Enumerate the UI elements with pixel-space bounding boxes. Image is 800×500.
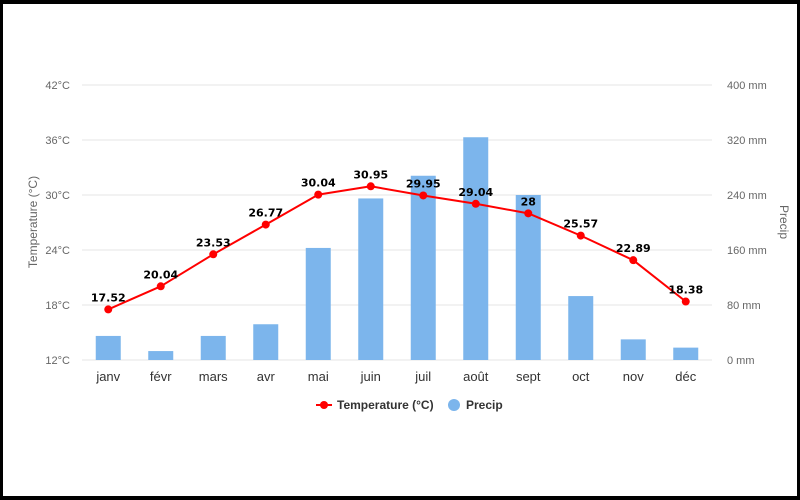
precip-bar — [568, 296, 594, 360]
precip-bar — [200, 335, 226, 360]
x-axis-label: mai — [308, 369, 329, 384]
left-tick-label: 30°C — [45, 190, 70, 202]
temperature-data-label: 29.04 — [458, 186, 493, 199]
temperature-data-label: 28 — [521, 195, 536, 208]
precip-bar — [95, 335, 121, 360]
precip-bar — [358, 198, 384, 360]
legend-item-temperature[interactable]: Temperature (°C) — [316, 398, 434, 412]
legend-temperature-marker-icon — [320, 401, 328, 409]
x-axis-label: juin — [360, 369, 381, 384]
right-tick-label: 80 mm — [727, 300, 761, 312]
gridlines — [82, 84, 712, 361]
right-tick-label: 160 mm — [727, 245, 767, 257]
x-axis-label: oct — [572, 369, 590, 384]
temperature-line — [107, 185, 687, 311]
left-axis-title: Temperature (°C) — [26, 176, 40, 268]
right-axis-title: Precip — [777, 205, 791, 239]
legend-item-precip[interactable]: Precip — [448, 398, 503, 412]
precip-bar — [410, 175, 436, 360]
temperature-point — [524, 209, 533, 218]
x-axis-label: juil — [414, 369, 431, 384]
temperature-point — [576, 231, 585, 240]
right-axis-ticks: 0 mm 80 mm 160 mm 240 mm 320 mm 400 mm — [727, 80, 767, 367]
x-axis-labels: janv févr mars avr mai juin juil août sept oct nov… — [95, 369, 696, 384]
temperature-data-label: 17.52 — [91, 291, 126, 304]
x-axis-label: janv — [95, 369, 120, 384]
temperature-point — [471, 199, 480, 208]
temperature-point — [261, 220, 270, 229]
left-axis-ticks: 12°C 18°C 24°C 30°C 36°C 42°C — [45, 80, 70, 367]
precip-bar — [620, 339, 646, 360]
x-axis-label: sept — [516, 369, 541, 384]
x-axis-label: nov — [623, 369, 644, 384]
right-tick-label: 320 mm — [727, 135, 767, 147]
legend-precip-label: Precip — [466, 398, 503, 412]
legend: Temperature (°C) Precip — [316, 398, 503, 412]
temperature-data-labels: 17.52 20.04 23.53 26.77 30.04 30.95 29.95 29.04… — [91, 168, 703, 304]
legend-temperature-label: Temperature (°C) — [337, 398, 434, 412]
temperature-point — [209, 250, 218, 259]
left-tick-label: 24°C — [45, 245, 70, 257]
left-tick-label: 42°C — [45, 80, 70, 92]
precip-bar — [253, 324, 279, 360]
temperature-point — [314, 190, 323, 199]
x-axis-label: févr — [150, 369, 172, 384]
temperature-data-label: 30.04 — [301, 177, 336, 190]
precip-bar — [463, 137, 489, 360]
temperature-points — [104, 182, 690, 314]
left-tick-label: 36°C — [45, 135, 70, 147]
precip-bar — [515, 195, 541, 360]
temperature-point — [156, 282, 165, 291]
precip-bar — [673, 347, 699, 360]
temperature-data-label: 18.38 — [668, 284, 703, 297]
left-tick-label: 12°C — [45, 355, 70, 367]
temperature-point — [419, 191, 428, 200]
temperature-data-label: 29.95 — [406, 177, 441, 190]
temperature-data-label: 23.53 — [196, 236, 231, 249]
precip-bars — [95, 137, 699, 360]
x-axis-label: mars — [199, 369, 228, 384]
temperature-point — [104, 305, 113, 314]
x-axis-label: avr — [257, 369, 276, 384]
temperature-point — [681, 297, 690, 306]
temperature-point — [629, 256, 638, 265]
right-tick-label: 0 mm — [727, 355, 755, 367]
x-axis-label: août — [463, 369, 489, 384]
precip-bar — [305, 247, 331, 360]
right-tick-label: 400 mm — [727, 80, 767, 92]
x-axis-label: déc — [675, 369, 696, 384]
temperature-data-label: 26.77 — [248, 207, 283, 220]
temperature-point — [366, 182, 375, 191]
temperature-data-label: 30.95 — [353, 168, 388, 181]
left-tick-label: 18°C — [45, 300, 70, 312]
legend-precip-marker-icon — [448, 399, 460, 411]
right-tick-label: 240 mm — [727, 190, 767, 202]
temperature-series-line — [107, 185, 687, 311]
temperature-data-label: 22.89 — [616, 242, 651, 255]
precip-bar — [148, 351, 174, 360]
temperature-data-label: 25.57 — [563, 218, 598, 231]
temperature-data-label: 20.04 — [143, 268, 178, 281]
